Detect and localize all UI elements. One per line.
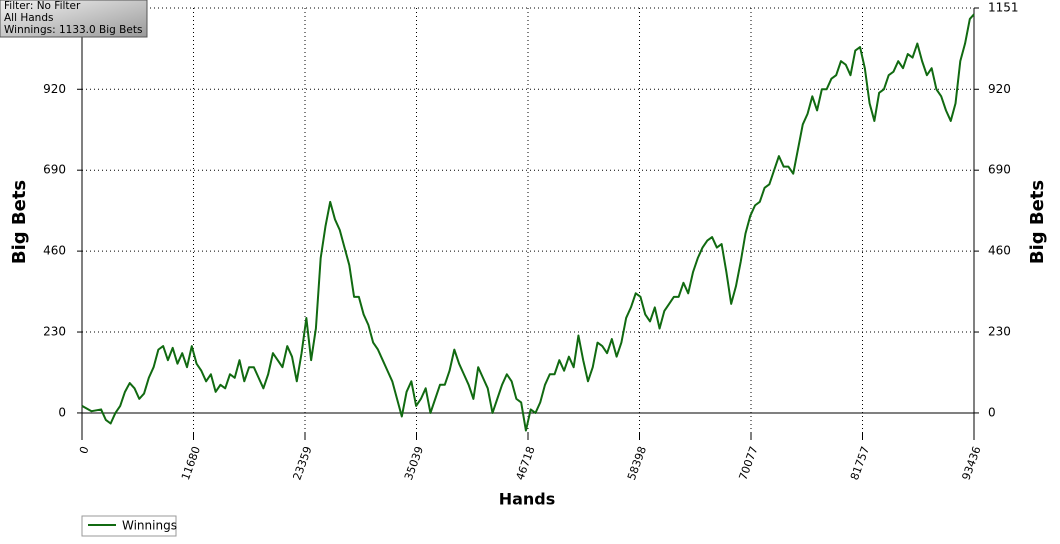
- x-tick-label: 93436: [959, 445, 983, 482]
- x-tick-label: 58398: [625, 445, 649, 482]
- x-tick-label: 81757: [848, 445, 872, 482]
- legend-box: [81, 515, 177, 537]
- y-tick-label: 690: [43, 163, 66, 177]
- y2-tick-label: 230: [988, 325, 1011, 339]
- info-line: All Hands: [4, 12, 53, 24]
- y-tick-label: 230: [43, 325, 66, 339]
- info-line: Filter: No Filter: [4, 0, 81, 12]
- legend: Winnings: [81, 515, 177, 537]
- y2-tick-label: 460: [988, 244, 1011, 258]
- x-tick-label: 46718: [513, 445, 537, 482]
- y2-tick-label: 920: [988, 82, 1011, 96]
- y-tick-label: 920: [43, 82, 66, 96]
- line-series: [81, 13, 975, 432]
- y-tick-label: 460: [43, 244, 66, 258]
- x-tick-label: 35039: [402, 445, 426, 482]
- y-tick-label: 0: [58, 405, 66, 419]
- x-tick-label: 11680: [179, 445, 203, 482]
- info-line: Winnings: 1133.0 Big Bets: [4, 24, 142, 36]
- y2-tick-label: 690: [988, 163, 1011, 177]
- y-axis-label: Big Bets: [9, 180, 30, 264]
- x-tick-label: 70077: [736, 445, 760, 482]
- x-tick-label: 23359: [290, 445, 314, 482]
- x-axis-label: Hands: [499, 490, 556, 509]
- y2-tick-label: 1151: [988, 1, 1019, 15]
- info-box: [0, 0, 148, 38]
- x-tick-label: 0: [77, 445, 92, 456]
- y2-tick-label: 0: [988, 405, 996, 419]
- legend-label: Winnings: [122, 519, 177, 533]
- y2-axis-label: Big Bets: [1027, 180, 1048, 264]
